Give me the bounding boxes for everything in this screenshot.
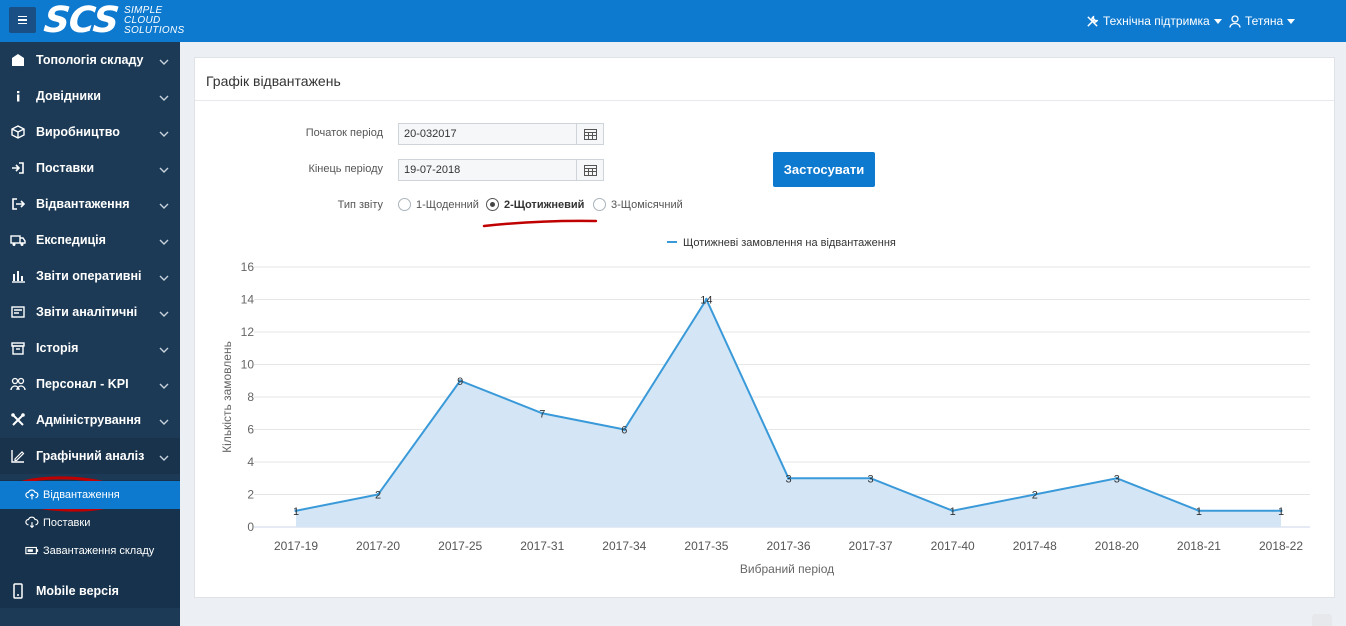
bar-chart-icon bbox=[12, 271, 25, 283]
radio-daily[interactable]: 1-Щоденний bbox=[398, 198, 479, 211]
sidebar-subitem-3[interactable]: Завантаження складу bbox=[0, 537, 180, 565]
warehouse-icon bbox=[12, 54, 24, 66]
report-type-label: Тип звіту bbox=[337, 199, 383, 211]
sidebar-item-label: Звіти оперативні bbox=[36, 269, 142, 283]
chevron-down-icon bbox=[159, 347, 169, 353]
archive-icon bbox=[11, 342, 25, 355]
sidebar-subitem-label: Завантаження складу bbox=[43, 545, 155, 557]
sidebar-item-label: Mobile версія bbox=[36, 584, 119, 598]
top-navbar: SCS SIMPLE CLOUD SOLUTIONS Технічна підт… bbox=[0, 0, 1346, 42]
support-label: Технічна підтримка bbox=[1103, 14, 1210, 28]
radio-daily-label: 1-Щоденний bbox=[416, 198, 479, 211]
menu-toggle-button[interactable] bbox=[9, 7, 36, 33]
sidebar-item-2[interactable]: Довідники bbox=[0, 78, 180, 114]
chevron-down-icon bbox=[159, 203, 169, 209]
chevron-down-icon bbox=[159, 131, 169, 137]
sign-out-icon bbox=[12, 198, 26, 210]
sidebar-item-label: Адміністрування bbox=[36, 413, 142, 427]
tools-icon bbox=[1087, 15, 1099, 27]
sidebar-item-6[interactable]: Експедиція bbox=[0, 222, 180, 258]
sidebar-item-1[interactable]: Топологія складу bbox=[0, 42, 180, 78]
divider bbox=[195, 100, 1334, 101]
sidebar-subitem-label: Відвантаження bbox=[43, 489, 120, 501]
sidebar-item-label: Відвантаження bbox=[36, 197, 130, 211]
sidebar-item-label: Довідники bbox=[36, 89, 101, 103]
end-date-field[interactable]: 19-07-2018 bbox=[398, 159, 604, 181]
tools-icon bbox=[11, 413, 25, 426]
hamburger-icon bbox=[18, 15, 27, 18]
logo-text: SCS bbox=[41, 0, 121, 41]
sidebar-item-mobile[interactable]: Mobile версія bbox=[0, 573, 180, 609]
sidebar-item-label: Виробництво bbox=[36, 125, 120, 139]
sidebar-item-7[interactable]: Звіти оперативні bbox=[0, 258, 180, 294]
chevron-down-icon bbox=[159, 239, 169, 245]
chevron-down-icon bbox=[159, 59, 169, 65]
sidebar-item-label: Топологія складу bbox=[36, 53, 144, 67]
start-date-label: Початок період bbox=[305, 127, 383, 139]
sidebar-item-label: Експедиція bbox=[36, 233, 106, 247]
report-icon bbox=[11, 306, 25, 318]
sidebar-item-8[interactable]: Звіти аналітичні bbox=[0, 294, 180, 330]
battery-icon bbox=[25, 546, 39, 555]
user-name: Тетяна bbox=[1245, 14, 1284, 28]
chevron-down-icon bbox=[159, 95, 169, 101]
caret-down-icon bbox=[1213, 18, 1222, 24]
radio-circle[interactable] bbox=[593, 198, 606, 211]
sidebar-item-11[interactable]: Адміністрування bbox=[0, 402, 180, 438]
radio-monthly-label: 3-Щомісячний bbox=[611, 198, 683, 211]
radio-weekly[interactable]: 2-Щотижневий bbox=[486, 198, 584, 211]
chevron-down-icon bbox=[159, 311, 169, 317]
sidebar-item-3[interactable]: Виробництво bbox=[0, 114, 180, 150]
sidebar-item-12[interactable]: Графічний аналіз bbox=[0, 438, 180, 474]
sidebar-item-label: Графічний аналіз bbox=[36, 449, 145, 463]
sidebar-subitem-label: Поставки bbox=[43, 517, 91, 529]
scrollbar-edge[interactable] bbox=[1312, 614, 1332, 626]
sidebar-item-9[interactable]: Історія bbox=[0, 330, 180, 366]
user-icon bbox=[1229, 14, 1241, 28]
sidebar-item-label: Звіти аналітичні bbox=[36, 305, 138, 319]
logo[interactable]: SCS SIMPLE CLOUD SOLUTIONS bbox=[41, 0, 185, 42]
calendar-icon[interactable] bbox=[576, 160, 603, 180]
chevron-down-icon bbox=[159, 419, 169, 425]
sidebar-subitem-1[interactable]: Відвантаження bbox=[0, 481, 180, 509]
start-date-value[interactable]: 20-032017 bbox=[404, 128, 457, 140]
calendar-icon[interactable] bbox=[576, 124, 603, 144]
radio-circle[interactable] bbox=[486, 198, 499, 211]
sign-in-icon bbox=[12, 162, 24, 174]
people-icon bbox=[10, 377, 26, 391]
sidebar-item-4[interactable]: Поставки bbox=[0, 150, 180, 186]
shipment-chart-panel: Графік відвантажень Початок період 20-03… bbox=[194, 57, 1335, 598]
info-icon bbox=[17, 91, 20, 102]
cloud-upload-icon bbox=[25, 489, 39, 500]
sidebar-item-label: Персонал - KPI bbox=[36, 377, 129, 391]
chevron-down-icon bbox=[159, 167, 169, 173]
start-date-field[interactable]: 20-032017 bbox=[398, 123, 604, 145]
end-date-label: Кінець періоду bbox=[308, 163, 383, 175]
caret-down-icon bbox=[1287, 18, 1296, 24]
user-menu[interactable]: Тетяна bbox=[1229, 0, 1296, 42]
panel-title: Графік відвантажень bbox=[206, 73, 341, 89]
chevron-down-icon bbox=[159, 383, 169, 389]
chevron-down-icon bbox=[159, 275, 169, 281]
cloud-download-icon bbox=[25, 516, 39, 529]
radio-circle[interactable] bbox=[398, 198, 411, 211]
radio-weekly-label: 2-Щотижневий bbox=[504, 198, 585, 211]
mobile-icon bbox=[13, 583, 23, 599]
sidebar-item-5[interactable]: Відвантаження bbox=[0, 186, 180, 222]
chart-edit-icon bbox=[11, 450, 25, 463]
sidebar-item-label: Історія bbox=[36, 341, 79, 355]
sidebar-subitem-2[interactable]: Поставки bbox=[0, 509, 180, 537]
logo-tagline: SIMPLE CLOUD SOLUTIONS bbox=[124, 5, 185, 36]
radio-monthly[interactable]: 3-Щомісячний bbox=[593, 198, 683, 211]
sidebar-item-10[interactable]: Персонал - KPI bbox=[0, 366, 180, 402]
end-date-value[interactable]: 19-07-2018 bbox=[404, 164, 461, 176]
chevron-down-icon bbox=[159, 455, 169, 461]
truck-icon bbox=[10, 235, 26, 246]
apply-button[interactable]: Застосувати bbox=[773, 152, 875, 187]
support-menu[interactable]: Технічна підтримка bbox=[1086, 0, 1222, 42]
box-icon bbox=[11, 125, 25, 139]
sidebar-item-label: Поставки bbox=[36, 161, 95, 175]
